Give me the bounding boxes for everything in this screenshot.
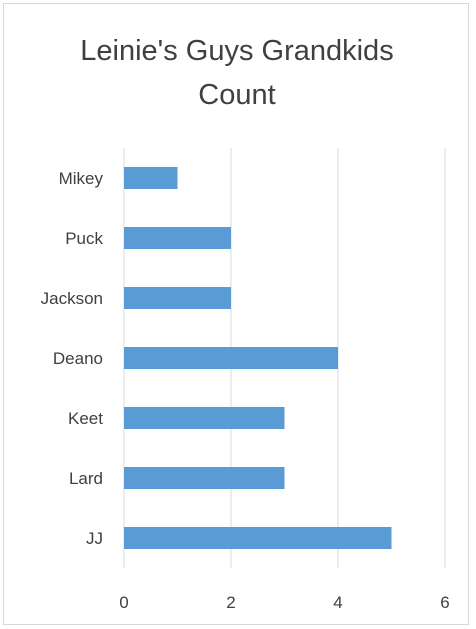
category-label-deano: Deano (53, 349, 103, 368)
bar-jackson (124, 287, 231, 309)
chart-container: Leinie's Guys Grandkids Count (3, 3, 469, 625)
category-labels: Mikey Puck Jackson Deano Keet Lard JJ (41, 169, 104, 548)
x-tick-label: 0 (119, 593, 128, 612)
category-label-mikey: Mikey (59, 169, 104, 188)
x-tick-label: 6 (440, 593, 449, 612)
bars (124, 167, 392, 549)
value-axis-labels: 0 2 4 6 (119, 593, 449, 612)
bar-deano (124, 347, 338, 369)
category-label-jackson: Jackson (41, 289, 103, 308)
x-tick-label: 4 (333, 593, 342, 612)
category-label-lard: Lard (69, 469, 103, 488)
category-label-puck: Puck (65, 229, 103, 248)
bar-mikey (124, 167, 178, 189)
bar-puck (124, 227, 231, 249)
bar-lard (124, 467, 285, 489)
category-label-keet: Keet (68, 409, 103, 428)
bar-jj (124, 527, 392, 549)
x-tick-label: 2 (226, 593, 235, 612)
bar-keet (124, 407, 285, 429)
category-label-jj: JJ (86, 529, 103, 548)
chart-title: Leinie's Guys Grandkids Count (80, 35, 394, 111)
